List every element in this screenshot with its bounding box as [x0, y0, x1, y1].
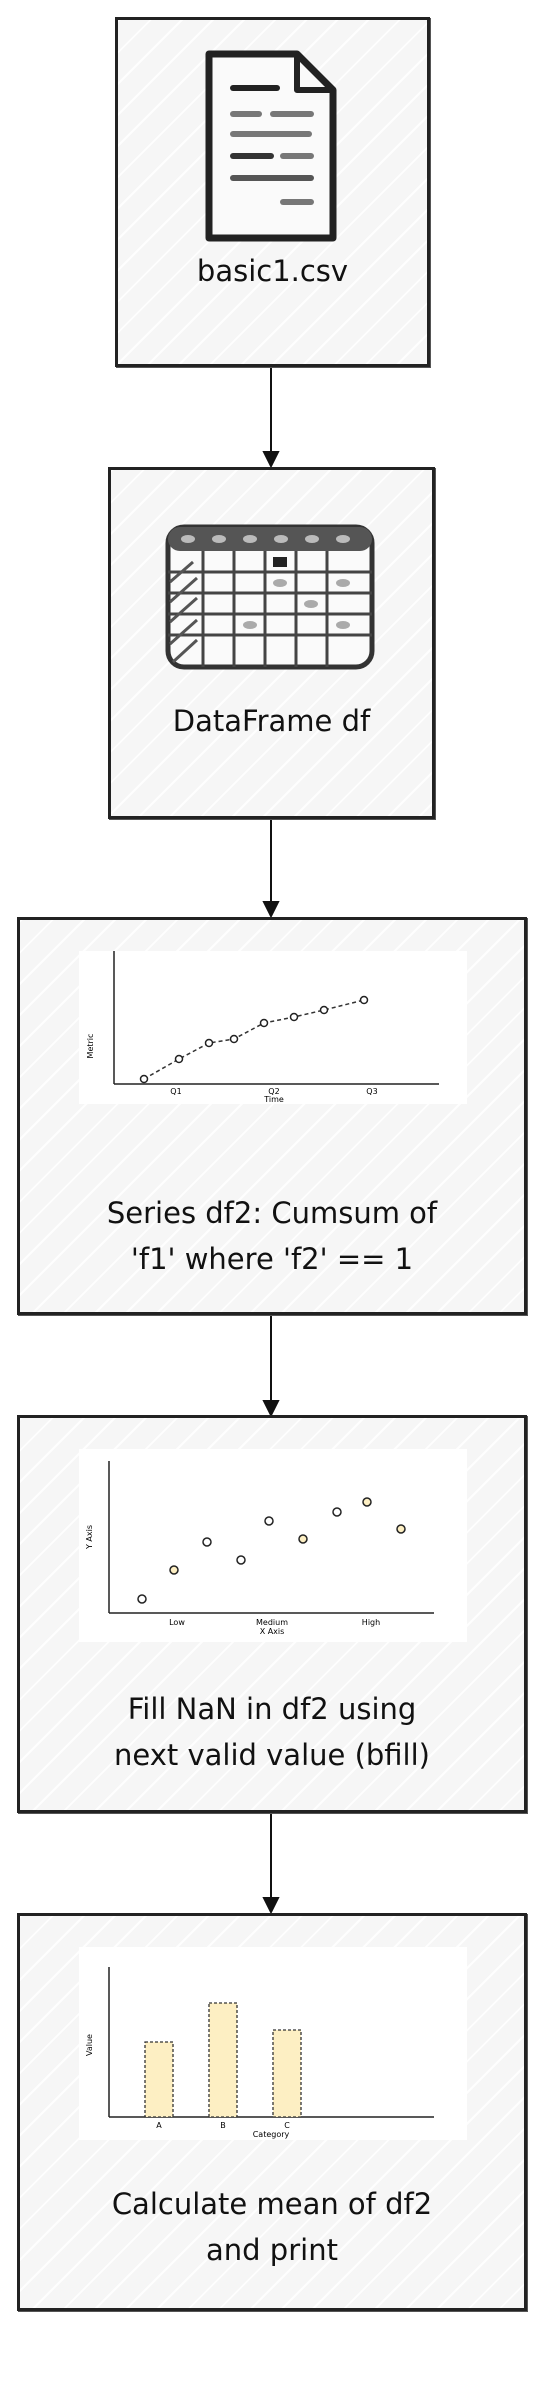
node-mean: A B C Category Value Calculate mean of d… [17, 1913, 527, 2311]
node-bfill-label-line-1: Fill NaN in df2 using [127, 1692, 417, 1726]
line-xtick-q2: Q2 [268, 1087, 279, 1096]
node-bfill: Low Medium High X Axis Y Axis Fill NaN i… [17, 1415, 527, 1813]
bar-xtick-c: C [284, 2121, 290, 2130]
table-icon [165, 524, 375, 670]
line-ylabel: Metric [86, 1034, 95, 1059]
scatter-xtick-medium: Medium [256, 1618, 288, 1627]
bar-b [208, 2002, 238, 2118]
node-cumsum-label-line-1: Series df2: Cumsum of [106, 1196, 438, 1230]
node-csv-label: basic1.csv [196, 254, 349, 288]
node-csv: basic1.csv [115, 17, 430, 367]
node-cumsum-label-line-2: 'f1' where 'f2' == 1 [130, 1242, 414, 1276]
bar-ylabel: Value [85, 2034, 94, 2056]
line-xlabel: Time [263, 1095, 284, 1104]
scatter-xtick-high: High [362, 1618, 380, 1627]
line-xtick-q1: Q1 [170, 1087, 181, 1096]
node-dataframe-label: DataFrame df [172, 704, 371, 738]
bar-a [144, 2041, 174, 2118]
bar-xlabel: Category [253, 2130, 290, 2139]
node-mean-label-line-2: and print [206, 2233, 338, 2267]
node-bfill-label-line-2: next valid value (bfill) [114, 1738, 430, 1772]
bar-xtick-a: A [156, 2121, 162, 2130]
line-chart-icon: Q1 Q2 Q3 Time Metric [79, 951, 467, 1104]
node-cumsum: Q1 Q2 Q3 Time Metric Series df2: Cumsum … [17, 917, 527, 1315]
bar-xtick-b: B [220, 2121, 226, 2130]
scatter-chart-icon: Low Medium High X Axis Y Axis [79, 1449, 467, 1642]
node-mean-label-line-1: Calculate mean of df2 [111, 2187, 433, 2221]
line-xtick-q3: Q3 [366, 1087, 377, 1096]
node-dataframe: DataFrame df [108, 467, 435, 819]
scatter-xtick-low: Low [169, 1618, 185, 1627]
scatter-ylabel: Y Axis [85, 1525, 94, 1550]
scatter-xlabel: X Axis [260, 1627, 285, 1636]
document-icon [205, 50, 337, 242]
bar-c [272, 2029, 302, 2118]
bar-chart-icon: A B C Category Value [79, 1947, 467, 2140]
